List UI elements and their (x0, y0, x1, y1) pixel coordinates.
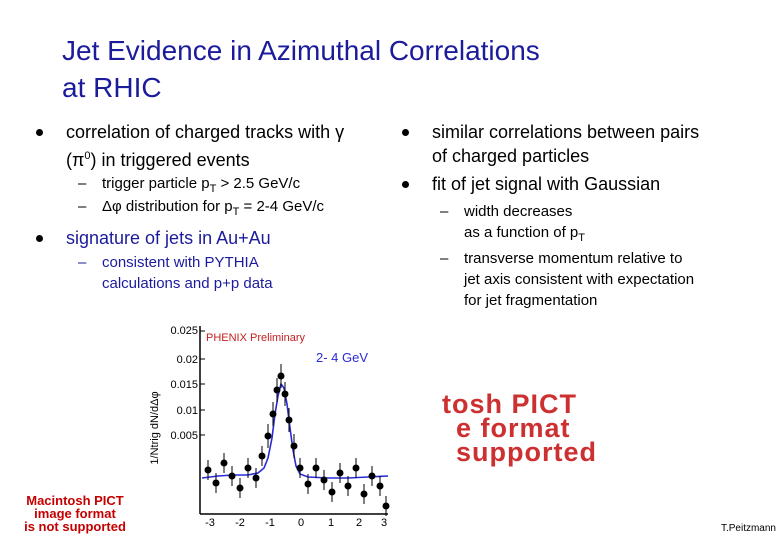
title-line-2: at RHIC (62, 72, 162, 103)
y-tick: 0.01 (177, 405, 198, 417)
bullet-text: correlation of charged tracks with γ (66, 122, 345, 142)
plot-ylabel: 1/Ntrig dN/dΔφ (149, 391, 161, 464)
plot-range-label: 2- 4 GeV (316, 350, 368, 365)
bullet-dot (402, 129, 409, 136)
left-bullet-correlation: correlation of charged tracks with γ (π0… (36, 120, 396, 172)
bullet-dot (36, 235, 43, 242)
x-tick: 1 (328, 517, 334, 529)
plot-legend: PHENIX Preliminary (206, 332, 306, 344)
left-sub-trigger: – trigger particle pT > 2.5 GeV/c (78, 175, 301, 195)
y-tick: 0.025 (170, 325, 198, 337)
pict-placeholder-right: tosh PICT e format supported (442, 389, 597, 467)
bullet-dot (402, 181, 409, 188)
right-bullet-pairs: similar correlations between pairs of ch… (402, 120, 762, 168)
right-sub-momentum: – transverse momentum relative to jet ax… (440, 250, 695, 309)
x-tick: 0 (298, 517, 304, 529)
right-sub-width: – width decreases as a function of pT (440, 203, 585, 244)
y-tick: 0.015 (170, 379, 198, 391)
gaussian-fit-curve (201, 382, 389, 479)
author-credit: T.Peitzmann (720, 523, 776, 534)
left-sub-dphi: – Δφ distribution for pT = 2-4 GeV/c (78, 198, 324, 218)
bullet-text-line-2: (π0) in triggered events (66, 150, 250, 170)
slide-title: Jet Evidence in Azimuthal Correlations a… (62, 32, 742, 106)
left-sub-pythia: – consistent with PYTHIA calculations an… (78, 254, 273, 292)
x-tick: 3 (381, 517, 387, 529)
title-line-1: Jet Evidence in Azimuthal Correlations (62, 35, 540, 66)
x-tick: -1 (265, 517, 275, 529)
y-tick: 0.02 (177, 354, 198, 366)
data-points (204, 364, 390, 516)
left-bullet-signature: signature of jets in Au+Au (36, 226, 386, 250)
bullet-text: signature of jets in Au+Au (66, 228, 271, 248)
x-tick: 2 (356, 517, 362, 529)
bullet-dot (36, 129, 43, 136)
right-bullet-gaussian: fit of jet signal with Gaussian (402, 172, 762, 196)
y-tick: 0.005 (170, 430, 198, 442)
x-tick: -2 (235, 517, 245, 529)
pict-placeholder-left: Macintosh PICT image format is not suppo… (24, 493, 126, 534)
phenix-correlation-plot: 1/Ntrig dN/dΔφ 0.025 0.02 0.015 0.01 0.0… (148, 318, 398, 540)
x-tick: -3 (205, 517, 215, 529)
